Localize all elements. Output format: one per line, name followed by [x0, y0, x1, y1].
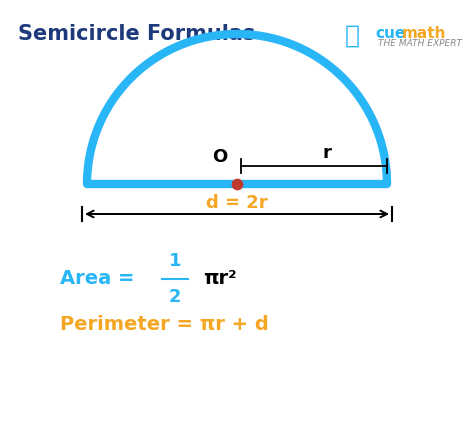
- Text: Area =: Area =: [60, 269, 141, 288]
- Text: 🚀: 🚀: [345, 24, 360, 48]
- Text: O: O: [212, 148, 227, 166]
- Text: 1: 1: [169, 252, 181, 270]
- Text: cue: cue: [375, 26, 405, 41]
- Text: πr²: πr²: [203, 269, 237, 288]
- Text: d = 2r: d = 2r: [206, 194, 268, 212]
- Text: math: math: [402, 26, 447, 41]
- Text: Semicircle Formulas: Semicircle Formulas: [18, 24, 255, 44]
- Text: 2: 2: [169, 288, 181, 306]
- Text: r: r: [323, 144, 331, 162]
- Text: THE MATH EXPERT: THE MATH EXPERT: [378, 39, 462, 48]
- Point: [233, 181, 241, 187]
- Text: Perimeter = πr + d: Perimeter = πr + d: [60, 314, 269, 333]
